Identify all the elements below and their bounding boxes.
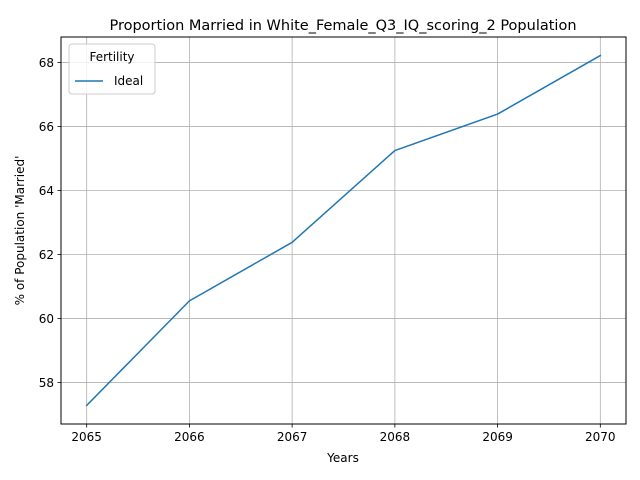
y-tick-label: 62 bbox=[39, 248, 54, 262]
x-tick-label: 2066 bbox=[174, 430, 205, 444]
series-line-ideal bbox=[85, 54, 602, 407]
y-tick-label: 66 bbox=[39, 120, 54, 134]
legend: Fertility Ideal bbox=[68, 43, 156, 95]
grid bbox=[61, 37, 626, 424]
x-tick-label: 2069 bbox=[482, 430, 513, 444]
x-tick-label: 2070 bbox=[585, 430, 616, 444]
x-axis-label: Years bbox=[326, 451, 359, 465]
chart-title: Proportion Married in White_Female_Q3_IQ… bbox=[109, 18, 576, 34]
y-tick-label: 64 bbox=[39, 184, 54, 198]
tick-layer: 2065 2066 2067 2068 2069 2070 58 60 62 64 66 68 bbox=[39, 56, 616, 444]
y-tick-label: 60 bbox=[39, 312, 54, 326]
legend-title: Fertility bbox=[89, 50, 134, 64]
x-tick-label: 2067 bbox=[277, 430, 308, 444]
y-axis-label: % of Population 'Married' bbox=[13, 156, 27, 306]
x-tick-label: 2065 bbox=[71, 430, 102, 444]
legend-entry-ideal: Ideal bbox=[114, 74, 143, 88]
y-tick-label: 68 bbox=[39, 56, 54, 70]
series-layer bbox=[85, 54, 602, 407]
plot-area-frame bbox=[60, 36, 627, 425]
y-tick-label: 58 bbox=[39, 376, 54, 390]
x-tick-label: 2068 bbox=[380, 430, 411, 444]
